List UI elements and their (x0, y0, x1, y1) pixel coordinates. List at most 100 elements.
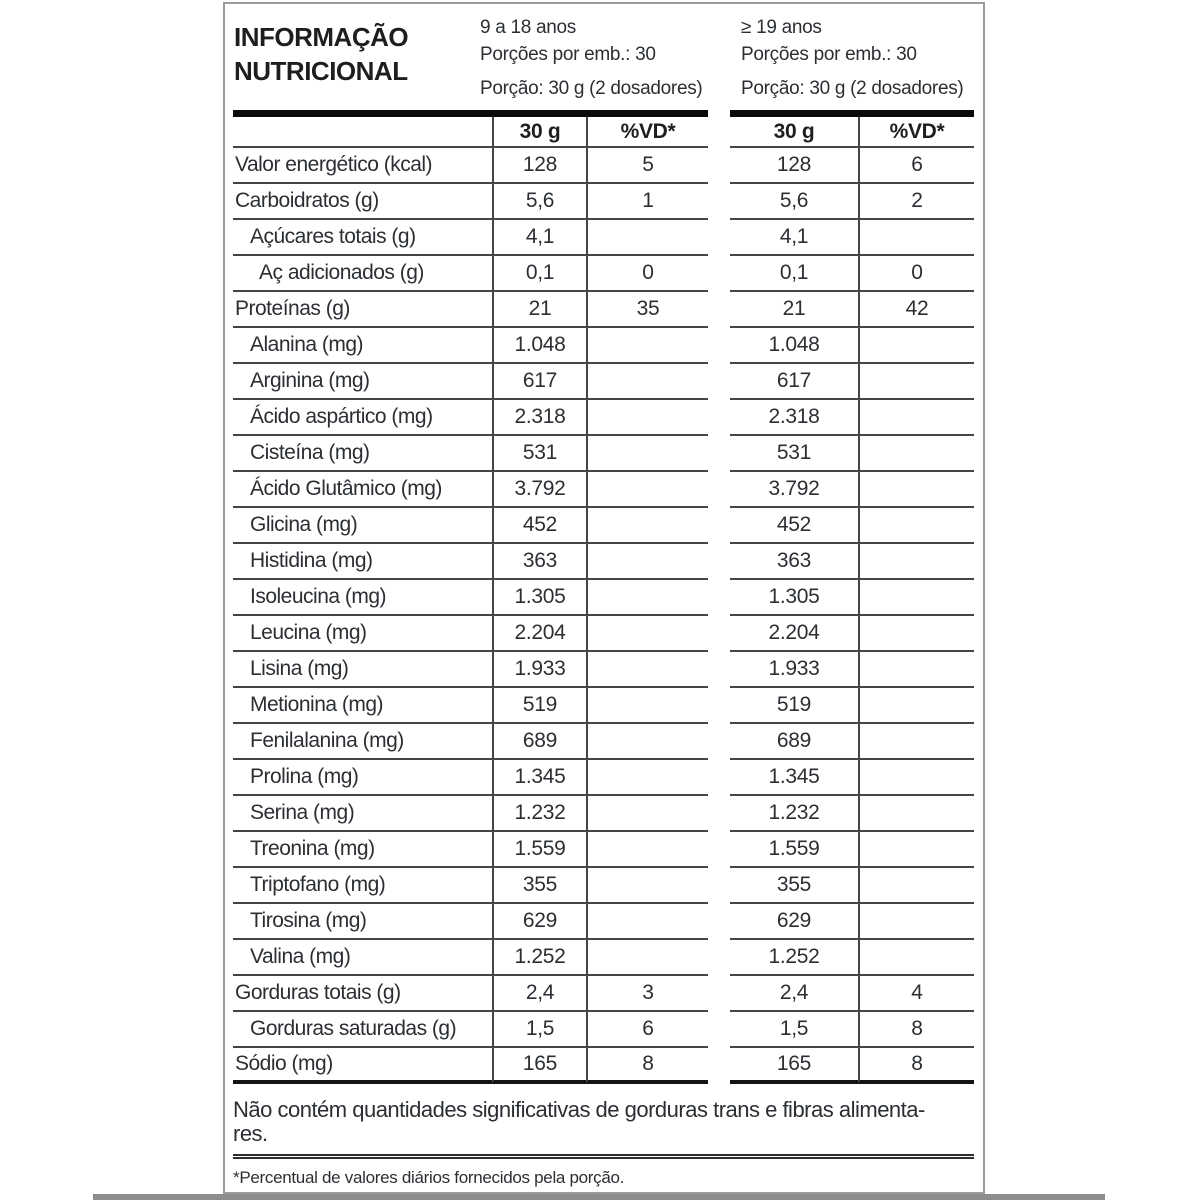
dv-cell-group2: 8 (858, 1012, 974, 1048)
amount-cell-group2: 629 (730, 904, 858, 940)
column-header-dv: %VD* (858, 117, 974, 148)
amount-cell-group1: 2.318 (492, 400, 586, 436)
amount-cell-group1: 128 (492, 148, 586, 184)
dv-cell-group2 (858, 616, 974, 652)
dv-cell-group2: 2 (858, 184, 974, 220)
dv-cell-group1: 1 (586, 184, 708, 220)
dv-cell-group2 (858, 904, 974, 940)
label-title-line1: INFORMAÇÃO (234, 22, 409, 52)
dv-cell-group2: 4 (858, 976, 974, 1012)
dv-cell-group1 (586, 472, 708, 508)
amount-cell-group2: 1.252 (730, 940, 858, 976)
amount-cell-group2: 452 (730, 508, 858, 544)
amount-cell-group2: 165 (730, 1048, 858, 1084)
label-title: INFORMAÇÃO NUTRICIONAL (234, 20, 409, 88)
dv-cell-group1 (586, 364, 708, 400)
gap-cell (708, 400, 730, 436)
dv-cell-group1 (586, 724, 708, 760)
amount-cell-group2: 531 (730, 436, 858, 472)
gap-cell (708, 436, 730, 472)
age-group-19-plus: ≥ 19 anos Porções por emb.: 30 Porção: 3… (741, 16, 964, 100)
amount-cell-group2: 21 (730, 292, 858, 328)
age-range-label: 9 a 18 anos (480, 17, 577, 38)
gap-cell (708, 364, 730, 400)
dv-cell-group1 (586, 508, 708, 544)
amount-cell-group2: 3.792 (730, 472, 858, 508)
row-label: Gorduras totais (g) (233, 976, 492, 1012)
amount-cell-group1: 4,1 (492, 220, 586, 256)
dv-cell-group2 (858, 868, 974, 904)
gap-cell (708, 796, 730, 832)
amount-cell-group2: 5,6 (730, 184, 858, 220)
dv-cell-group2 (858, 724, 974, 760)
gap-cell (708, 976, 730, 1012)
amount-cell-group1: 519 (492, 688, 586, 724)
servings-per-pack: Porções por emb.: 30 (741, 44, 917, 65)
gap-cell (708, 940, 730, 976)
gap-cell (708, 148, 730, 184)
dv-cell-group1 (586, 544, 708, 580)
amount-cell-group2: 1.305 (730, 580, 858, 616)
row-label: Leucina (mg) (233, 616, 492, 652)
dv-cell-group2 (858, 544, 974, 580)
amount-cell-group1: 617 (492, 364, 586, 400)
heavy-rule-right (730, 110, 974, 117)
amount-cell-group2: 4,1 (730, 220, 858, 256)
row-label: Alanina (mg) (233, 328, 492, 364)
row-label: Fenilalanina (mg) (233, 724, 492, 760)
row-label: Ácido Glutâmico (mg) (233, 472, 492, 508)
amount-cell-group1: 1.345 (492, 760, 586, 796)
row-label: Sódio (mg) (233, 1048, 492, 1084)
row-label: Valor energético (kcal) (233, 148, 492, 184)
amount-cell-group2: 1.232 (730, 796, 858, 832)
footnote-divider (233, 1154, 974, 1159)
amount-cell-group1: 0,1 (492, 256, 586, 292)
dv-cell-group2 (858, 328, 974, 364)
serving-size: Porção: 30 g (2 dosadores) (480, 78, 703, 99)
amount-cell-group2: 1.559 (730, 832, 858, 868)
amount-cell-group1: 1.232 (492, 796, 586, 832)
column-gap (708, 117, 730, 148)
gap-cell (708, 760, 730, 796)
amount-cell-group2: 0,1 (730, 256, 858, 292)
row-label: Açúcares totais (g) (233, 220, 492, 256)
gap-cell (708, 292, 730, 328)
amount-cell-group2: 1.345 (730, 760, 858, 796)
heavy-rule-left (233, 110, 708, 117)
dv-cell-group1: 8 (586, 1048, 708, 1084)
amount-cell-group1: 355 (492, 868, 586, 904)
amount-cell-group2: 1.048 (730, 328, 858, 364)
dv-cell-group1 (586, 760, 708, 796)
dv-cell-group2 (858, 364, 974, 400)
row-label: Aç adicionados (g) (233, 256, 492, 292)
row-label: Arginina (mg) (233, 364, 492, 400)
column-header-amount: 30 g (492, 117, 586, 148)
amount-cell-group2: 128 (730, 148, 858, 184)
gap-cell (708, 256, 730, 292)
dv-cell-group1: 3 (586, 976, 708, 1012)
gap-cell (708, 472, 730, 508)
amount-cell-group2: 689 (730, 724, 858, 760)
dv-cell-group1 (586, 436, 708, 472)
dv-cell-group2 (858, 436, 974, 472)
dv-cell-group2: 0 (858, 256, 974, 292)
trans-fat-note-line1: Não contém quantidades significativas de… (233, 1097, 925, 1122)
dv-cell-group1: 0 (586, 256, 708, 292)
gap-cell (708, 652, 730, 688)
dv-cell-group2 (858, 400, 974, 436)
age-group-9-18: 9 a 18 anos Porções por emb.: 30 Porção:… (480, 16, 703, 100)
row-label: Treonina (mg) (233, 832, 492, 868)
dv-cell-group2: 6 (858, 148, 974, 184)
dv-cell-group2 (858, 472, 974, 508)
amount-cell-group1: 363 (492, 544, 586, 580)
amount-cell-group2: 2.204 (730, 616, 858, 652)
amount-cell-group1: 452 (492, 508, 586, 544)
dv-cell-group1 (586, 904, 708, 940)
gap-cell (708, 328, 730, 364)
row-label: Tirosina (mg) (233, 904, 492, 940)
dv-cell-group1: 6 (586, 1012, 708, 1048)
dv-cell-group2 (858, 652, 974, 688)
dv-cell-group2 (858, 940, 974, 976)
gap-cell (708, 580, 730, 616)
amount-cell-group1: 21 (492, 292, 586, 328)
